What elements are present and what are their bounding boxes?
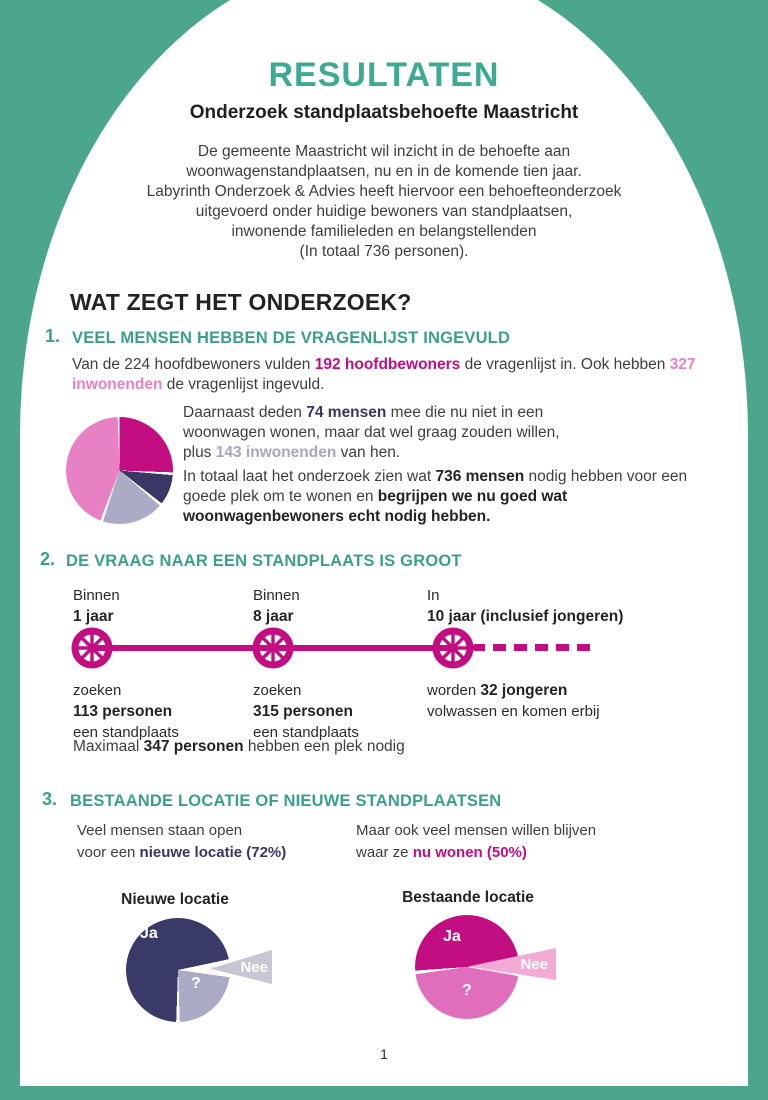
highlight-nu-wonen-50: nu wonen (50%): [412, 844, 527, 861]
section3-title: BESTAANDE LOCATIE OF NIEUWE STANDPLAATSE…: [70, 792, 502, 810]
existing-location-unknown-label: ?: [462, 982, 472, 999]
timeline-dashed-line: [472, 644, 596, 651]
highlight-327-inwonenden: 327 inwonenden: [72, 356, 696, 393]
existing-location-pie-title: Bestaande locatie: [402, 889, 534, 906]
new-location-unknown-label: ?: [191, 975, 201, 992]
text-run: Maar ook veel mensen willen blijven: [356, 822, 597, 839]
page-title: RESULTATEN: [268, 56, 500, 94]
page-subtitle: Onderzoek standplaatsbehoefte Maastricht: [189, 102, 579, 123]
text-run: Van de 224 hoofdbewoners vulden: [72, 356, 315, 373]
highlight-32-jongeren: 32 jongeren: [480, 682, 568, 699]
respondents-pie-chart: [66, 417, 173, 524]
text-run: hebben een plek nodig: [243, 738, 405, 755]
text-run: Daarnaast deden: [183, 404, 307, 421]
highlight-192-hoofdbewoners: 192 hoofdbewoners: [314, 356, 461, 373]
milestone-3-detail: worden 32 jongeren volwassen en komen er…: [427, 680, 647, 722]
milestone-1-period: 1 jaar: [73, 608, 114, 625]
new-location-pie-title: Nieuwe locatie: [121, 891, 229, 908]
section3-number: 3.: [42, 789, 58, 809]
text-run: Veel mensen staan open: [77, 822, 243, 839]
text-run: volwassen en komen erbij: [427, 703, 600, 720]
right-note-line2: waar ze nu wonen (50%): [356, 842, 596, 864]
section3-right-note: Maar ook veel mensen willen blijven waar…: [356, 820, 596, 864]
milestone-2-detail: zoeken 315 personen een standplaats: [253, 680, 359, 743]
intro-paragraph: De gemeente Maastricht wil inzicht in de…: [146, 143, 622, 260]
nee-label: Nee: [520, 955, 548, 973]
text-run: de vragenlijst ingevuld.: [162, 376, 325, 393]
left-note-line2: voor een nieuwe locatie (72%): [77, 842, 286, 864]
section3-left-note: Veel mensen staan open voor een nieuwe l…: [77, 820, 286, 864]
milestone-3-header: In 10 jaar (inclusief jongeren): [427, 585, 623, 627]
section1-paragraph3: In totaal laat het onderzoek zien wat 73…: [183, 467, 718, 527]
new-location-ja-label: Ja: [140, 925, 158, 942]
milestone-2-pre: Binnen: [253, 587, 300, 604]
text-run: zoeken: [73, 682, 122, 699]
highlight-143-inwonenden: 143 inwonenden: [215, 444, 337, 461]
highlight-347-personen: 347 personen: [143, 738, 244, 755]
existing-location-ja-label: Ja: [443, 928, 461, 945]
wagon-wheel-icon: [71, 627, 113, 669]
section1-number: 1.: [45, 326, 61, 346]
highlight-315-personen: 315 personen: [253, 703, 353, 720]
milestone-1-header: Binnen 1 jaar: [73, 585, 120, 627]
main-heading: WAT ZEGT HET ONDERZOEK?: [70, 289, 412, 315]
wagon-wheel-icon: [252, 627, 294, 669]
section2-summary: Maximaal 347 personen hebben een plek no…: [73, 737, 405, 757]
milestone-1-detail: zoeken 113 personen een standplaats: [73, 680, 179, 743]
section1-paragraph1: Van de 224 hoofdbewoners vulden 192 hoof…: [72, 355, 712, 395]
section2-number: 2.: [40, 549, 56, 569]
text-run: nodig hebben voor een goede plek om te w…: [183, 468, 688, 505]
text-run: voor een: [77, 844, 140, 861]
section1-paragraph2: Daarnaast deden 74 mensen mee die nu nie…: [183, 403, 583, 463]
text-run: de vragenlijst in. Ook hebben: [460, 356, 670, 373]
white-arch-background: [20, 0, 748, 1086]
milestone-3-line1: worden 32 jongeren: [427, 680, 647, 701]
milestone-3-period: 10 jaar (inclusief jongeren): [427, 608, 624, 625]
highlight-113-personen: 113 personen: [73, 703, 173, 720]
page-number: 1: [380, 1046, 388, 1062]
text-run: worden: [427, 682, 481, 699]
new-location-pie-chart: [126, 918, 230, 1022]
section2-title: DE VRAAG NAAR EEN STANDPLAATS IS GROOT: [66, 552, 462, 570]
highlight-736-mensen: 736 mensen: [435, 468, 525, 485]
text-run: mee die nu niet in een woonwagen wonen, …: [183, 404, 560, 461]
text-run: van hen.: [336, 444, 401, 461]
milestone-2-period: 8 jaar: [253, 608, 294, 625]
text-run: een standplaats: [73, 724, 179, 741]
text-run: zoeken: [253, 682, 302, 699]
section1-title: VEEL MENSEN HEBBEN DE VRAGENLIJST INGEVU…: [72, 329, 511, 347]
text-run: Maximaal: [73, 738, 144, 755]
highlight-74-mensen: 74 mensen: [306, 404, 387, 421]
nee-label: Nee: [240, 958, 268, 976]
milestone-2-header: Binnen 8 jaar: [253, 585, 300, 627]
text-run: waar ze: [356, 844, 413, 861]
highlight-nieuwe-locatie-72: nieuwe locatie (72%): [139, 844, 287, 861]
milestone-3-pre: In: [427, 587, 440, 604]
wagon-wheel-icon: [432, 627, 474, 669]
text-run: een standplaats: [253, 724, 359, 741]
highlight-conclusion: begrijpen we nu goed wat woonwagenbewone…: [183, 488, 568, 525]
milestone-1-pre: Binnen: [73, 587, 120, 604]
text-run: In totaal laat het onderzoek zien wat: [183, 468, 436, 485]
